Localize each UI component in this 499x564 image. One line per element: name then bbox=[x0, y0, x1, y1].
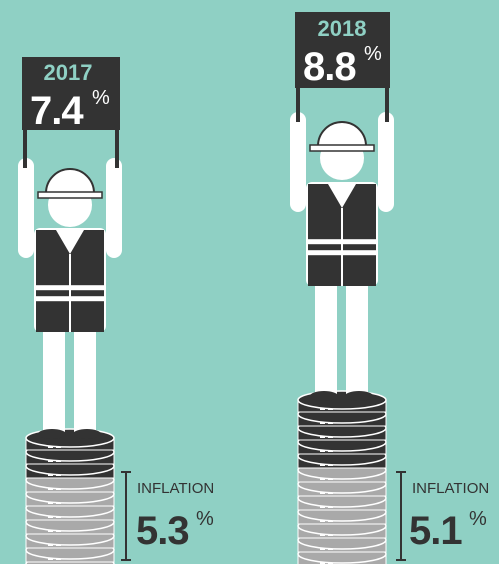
leg bbox=[346, 281, 368, 397]
arm bbox=[18, 158, 34, 258]
year: 2018 bbox=[318, 16, 367, 41]
hat-brim bbox=[38, 192, 102, 198]
growth-unit: % bbox=[364, 43, 382, 65]
coin-top bbox=[26, 429, 114, 447]
inflation-unit: % bbox=[469, 508, 487, 530]
inflation-unit: % bbox=[196, 508, 214, 530]
inflation-label: INFLATION bbox=[412, 480, 489, 497]
coin-top bbox=[298, 391, 386, 409]
arm bbox=[378, 112, 394, 212]
leg bbox=[315, 281, 337, 397]
infographic: 2017 7.4 % INFLATION 5.3 % 2018 8.8 % IN… bbox=[0, 0, 499, 564]
leg bbox=[43, 327, 65, 435]
foot bbox=[38, 429, 66, 439]
growth-value: 7.4 bbox=[30, 89, 84, 133]
year: 2017 bbox=[44, 60, 93, 85]
stripe bbox=[308, 250, 376, 255]
arm bbox=[290, 112, 306, 212]
foot bbox=[345, 391, 373, 401]
stripe bbox=[36, 296, 104, 301]
growth-value: 8.8 bbox=[303, 45, 356, 89]
foot bbox=[73, 429, 101, 439]
inflation-value: 5.3 bbox=[136, 509, 189, 553]
foot bbox=[310, 391, 338, 401]
hat-brim bbox=[310, 145, 374, 151]
arm bbox=[106, 158, 122, 258]
leg bbox=[74, 327, 96, 435]
page: 2017 7.4 % INFLATION 5.3 % 2018 8.8 % IN… bbox=[0, 0, 499, 564]
stripe bbox=[36, 285, 104, 290]
inflation-value: 5.1 bbox=[409, 509, 462, 553]
growth-unit: % bbox=[92, 87, 110, 109]
stripe bbox=[308, 239, 376, 244]
inflation-label: INFLATION bbox=[137, 480, 214, 497]
